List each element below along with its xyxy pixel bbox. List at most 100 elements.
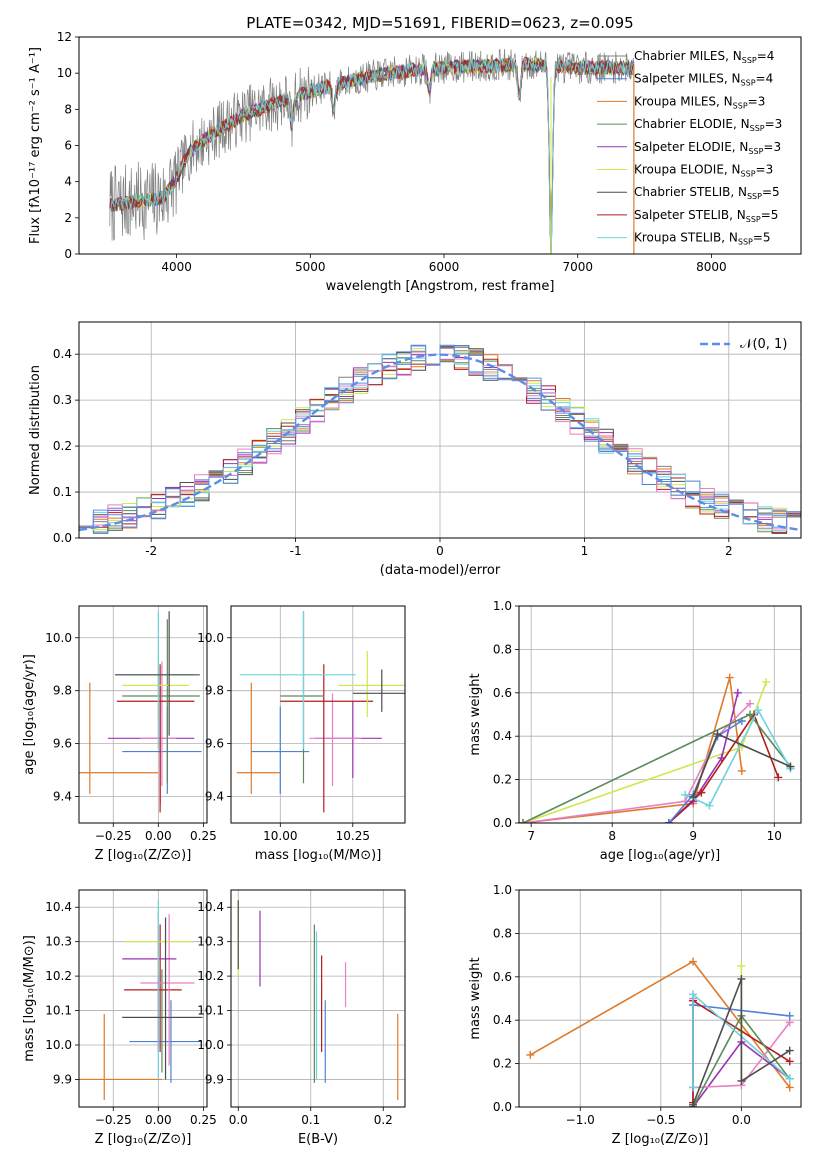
- x-tick-label: 0.0: [732, 1113, 751, 1127]
- plus-marker: [745, 710, 754, 719]
- x-tick-label: 10.25: [336, 829, 370, 843]
- axes-frame: [230, 605, 406, 824]
- x-tick-label: 6000: [429, 260, 460, 274]
- x-tick-label: 0.0: [229, 1113, 248, 1127]
- axes-frame: [78, 321, 802, 539]
- plus-marker: [785, 1046, 794, 1055]
- legend-nssp: =3: [765, 117, 783, 131]
- y-tick-label: 10: [57, 66, 72, 80]
- axes-frame: [78, 889, 208, 1108]
- y-tick-label: 10.0: [45, 1038, 72, 1052]
- plot-area-mass_weight_vs_Z: [519, 890, 801, 1107]
- plus-marker: [689, 1100, 698, 1107]
- x-tick-label: 4000: [161, 260, 192, 274]
- y-tick-label: 10.2: [45, 969, 72, 983]
- plot-area-mass_vs_EBV: [231, 890, 405, 1107]
- plus-marker: [725, 673, 734, 682]
- y-tick-label: 0.0: [53, 531, 72, 545]
- y-tick-label: 0.0: [493, 816, 512, 830]
- plus-marker: [689, 792, 698, 801]
- errorbar-point: [122, 619, 200, 784]
- x-tick-label: 0.1: [301, 1113, 320, 1127]
- plus-marker: [733, 688, 742, 697]
- spectrum-legend: Chabrier MILES, NSSP=4 Salpeter MILES, NS…: [597, 49, 782, 247]
- x-tick-label: 1: [581, 544, 589, 558]
- plus-marker: [774, 773, 783, 782]
- y-tick-label: 10.0: [45, 631, 72, 645]
- x-tick-label: −1.0: [566, 1113, 595, 1127]
- mass-weight-series-line: [522, 703, 751, 823]
- plot-area-mass_weight_vs_age: [519, 606, 801, 823]
- errorbar-point: [239, 611, 356, 749]
- x-tick-label: −0.25: [95, 1113, 132, 1127]
- panels: 4000 5000 6000 7000 8000024681012wavelength …: [22, 30, 802, 1147]
- y-tick-label: 0.4: [493, 1013, 512, 1027]
- y-tick-label: 9.8: [53, 684, 72, 698]
- y-tick-label: 1.0: [493, 883, 512, 897]
- x-axis-label: (data-model)/error: [380, 563, 501, 578]
- y-tick-label: 4: [64, 175, 72, 189]
- plot-area-mass_vs_Z: [79, 890, 207, 1107]
- y-tick-label: 0.4: [53, 347, 72, 361]
- plus-marker: [785, 1057, 794, 1066]
- y-tick-label: 0.2: [53, 439, 72, 453]
- x-tick-label: 2: [725, 544, 733, 558]
- plus-marker: [745, 699, 754, 708]
- y-tick-label: 0: [64, 247, 72, 261]
- legend-nssp: =4: [756, 72, 774, 86]
- y-tick-label: 10.3: [45, 935, 72, 949]
- x-tick-label: -1: [290, 544, 302, 558]
- plus-marker: [754, 706, 763, 715]
- plot-area-residual_hist: [79, 322, 801, 538]
- mass-weight-series-line: [692, 978, 791, 1106]
- axes-frame: [518, 605, 802, 824]
- plus-marker: [681, 790, 690, 799]
- x-tick-label: 0.25: [190, 829, 217, 843]
- y-tick-label: 10.2: [197, 969, 224, 983]
- errorbar-point: [251, 706, 310, 794]
- x-axis-label: Z [log₁₀(Z/Z⊙)]: [95, 1132, 192, 1147]
- y-axis-label: Normed distribution: [28, 365, 43, 495]
- errorbar-point: [352, 669, 405, 712]
- errorbar-point: [116, 664, 195, 813]
- y-tick-label: 10.4: [197, 900, 224, 914]
- y-axis-label: age [log₁₀(age/yr)]: [22, 654, 37, 775]
- legend-entry-label: Kroupa STELIB, NSSP=5: [634, 231, 771, 247]
- x-tick-label: 5000: [295, 260, 326, 274]
- x-tick-label: 7: [527, 829, 535, 843]
- y-tick-label: 9.4: [205, 790, 224, 804]
- legend-entry-label: Chabrier MILES, NSSP=4: [634, 49, 774, 65]
- legend-subscript: SSP: [746, 215, 761, 224]
- legend-entry-label: Kroupa MILES, NSSP=3: [634, 94, 765, 110]
- plus-marker: [519, 819, 528, 823]
- legend-entry-label: Salpeter STELIB, NSSP=5: [634, 208, 778, 224]
- plus-marker: [785, 1074, 794, 1083]
- plus-marker: [705, 801, 714, 810]
- plus-marker: [785, 1011, 794, 1020]
- plus-marker: [737, 1076, 746, 1085]
- legend-entry-label: Salpeter MILES, NSSP=4: [634, 72, 773, 88]
- y-tick-label: 0.6: [493, 970, 512, 984]
- y-tick-label: 0.2: [493, 1057, 512, 1071]
- y-tick-label: 0.6: [493, 686, 512, 700]
- mass-weight-series-line: [684, 708, 792, 807]
- plus-marker: [737, 717, 746, 726]
- y-tick-label: 0.3: [53, 393, 72, 407]
- errorbar-point: [122, 917, 202, 1080]
- errorbar-point: [124, 924, 182, 1052]
- y-axis-label: mass [log₁₀(M/M⊙)]: [22, 935, 37, 1062]
- panel-residual_hist: -2 -1 0 1 2 0.0 0.1 0.2 0.3 0.4 (data-model)/error…: [28, 321, 802, 578]
- x-axis-label: E(B-V): [298, 1132, 338, 1147]
- y-tick-label: 10.1: [197, 1004, 224, 1018]
- errorbar-point: [338, 650, 405, 718]
- y-tick-label: 10.3: [197, 935, 224, 949]
- y-tick-label: 10.0: [197, 631, 224, 645]
- y-tick-label: 0.2: [493, 773, 512, 787]
- legend-nssp: =4: [757, 49, 775, 63]
- axes-frame: [78, 36, 802, 255]
- y-tick-label: 9.8: [205, 684, 224, 698]
- panel-mass_vs_Z: −0.25 0.00 0.25 9.9 10.0 10.1 10.2 10.3 10.4 Z [l…: [22, 889, 217, 1147]
- plus-marker: [737, 961, 746, 970]
- errorbar-point: [140, 914, 195, 1066]
- legend-entry-label: Kroupa ELODIE, NSSP=3: [634, 163, 773, 179]
